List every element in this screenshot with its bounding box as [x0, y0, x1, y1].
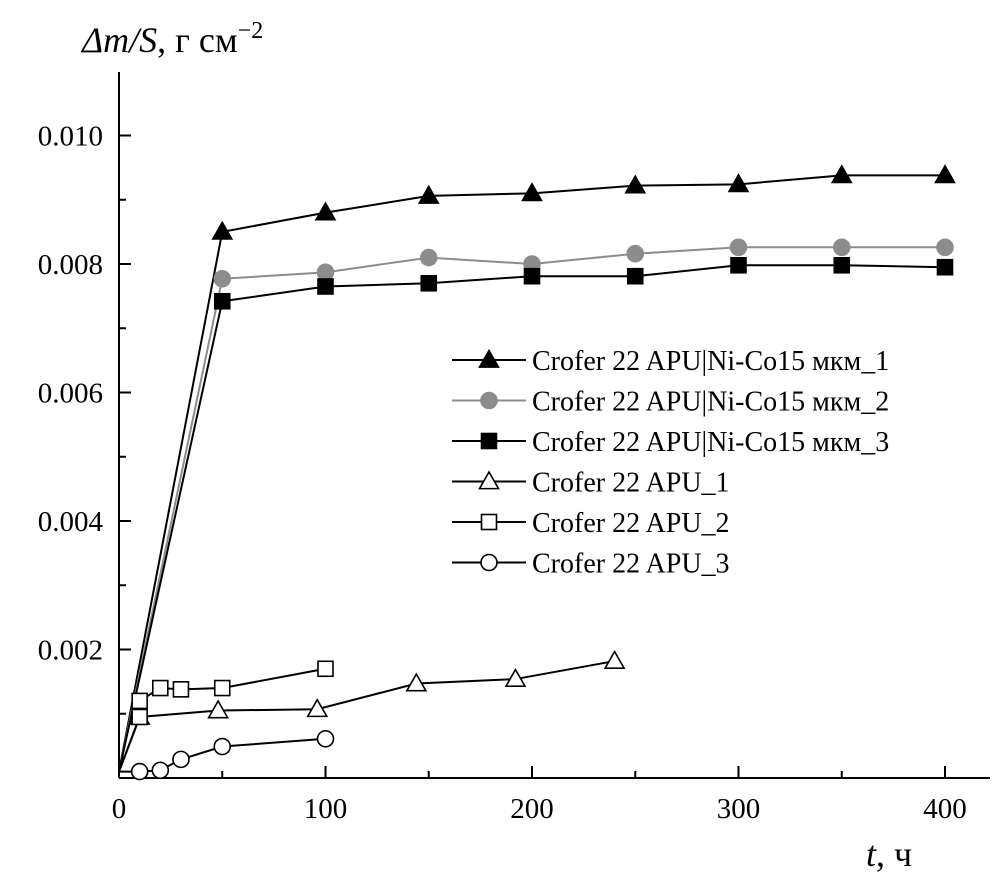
y-axis-title-main: Δm/S [80, 20, 157, 60]
data-point [151, 761, 170, 780]
series-1 [118, 164, 956, 772]
data-point [603, 649, 626, 669]
legend-label: Crofer 22 APU_1 [532, 468, 730, 499]
x-tick-label: 400 [923, 793, 967, 825]
y-axis-title-unit: , г см [157, 20, 238, 60]
data-point [830, 164, 853, 184]
data-point [626, 244, 645, 263]
legend-marker [480, 391, 498, 410]
y-tick-label: 0.010 [38, 121, 103, 153]
x-tick-label: 100 [304, 793, 348, 825]
legend-marker [478, 348, 500, 368]
data-point [523, 267, 541, 285]
series-2 [118, 238, 954, 772]
data-point [306, 698, 329, 718]
legend-marker [480, 513, 498, 531]
data-point [420, 274, 438, 292]
series-5 [118, 660, 334, 772]
y-tick-label: 0.006 [38, 378, 103, 410]
data-point [729, 238, 748, 257]
legend-marker [480, 432, 498, 450]
legend-label: Crofer 22 APU_3 [532, 549, 730, 580]
data-point [213, 269, 232, 288]
data-point [213, 737, 232, 756]
legend-item: Crofer 22 APU|Ni-Co15 мкм_1 [452, 346, 889, 377]
data-point [934, 164, 956, 184]
data-point [832, 238, 851, 257]
legend-label: Crofer 22 APU_2 [532, 508, 730, 539]
y-tick-label: 0.008 [38, 249, 103, 281]
legend-item: Crofer 22 APU|Ni-Co15 мкм_2 [452, 387, 889, 418]
legend-item: Crofer 22 APU_3 [452, 549, 730, 580]
data-point [417, 184, 440, 204]
series-3 [118, 256, 954, 772]
legend-item: Crofer 22 APU_2 [452, 508, 730, 539]
data-point [314, 201, 337, 221]
series-layer [118, 164, 956, 781]
legend-label: Crofer 22 APU|Ni-Co15 мкм_1 [532, 346, 889, 377]
legend-marker [478, 470, 500, 490]
data-point [211, 220, 234, 240]
data-point [626, 267, 644, 285]
data-point [317, 278, 334, 295]
legend-marker [480, 553, 498, 572]
data-point [316, 730, 335, 748]
data-point [172, 750, 190, 769]
x-axis-title-main: t [866, 834, 877, 874]
legend-item: Crofer 22 APU|Ni-Co15 мкм_3 [452, 427, 889, 458]
legend: Crofer 22 APU|Ni-Co15 мкм_1 Crofer 22 APU… [452, 346, 889, 580]
legend-label: Crofer 22 APU|Ni-Co15 мкм_2 [532, 387, 889, 418]
data-point [316, 263, 335, 282]
data-point [131, 692, 148, 710]
y-tick-label: 0.002 [38, 635, 103, 667]
legend-label: Crofer 22 APU|Ni-Co15 мкм_3 [532, 427, 889, 458]
data-point [833, 256, 851, 274]
data-point [405, 672, 428, 692]
data-point [207, 699, 229, 719]
series-6 [119, 730, 335, 781]
data-point [419, 248, 438, 267]
data-point [936, 258, 954, 276]
data-point [936, 238, 954, 257]
x-tick-label: 0 [112, 793, 127, 825]
data-point [213, 292, 231, 310]
x-axis-title-unit: , ч [876, 834, 912, 874]
x-axis-title: t, ч [866, 834, 912, 874]
data-point [504, 667, 527, 687]
y-axis-title-sup: −2 [238, 18, 264, 44]
data-point [213, 679, 231, 697]
data-point [172, 681, 190, 698]
data-point [624, 174, 647, 194]
data-point [131, 708, 148, 726]
legend-item: Crofer 22 APU_1 [452, 468, 730, 499]
data-point [521, 182, 543, 202]
data-point [152, 679, 169, 697]
data-point [727, 173, 750, 193]
data-point [317, 660, 334, 678]
axes: 0.002 0.004 0.006 0.008 0.010 0 100 200 300 400 [38, 72, 990, 825]
data-point [130, 762, 149, 781]
y-tick-label: 0.004 [38, 506, 104, 538]
x-tick-label: 200 [510, 793, 554, 825]
y-axis-title: Δm/S, г см−2 [80, 18, 263, 60]
x-tick-label: 300 [717, 793, 761, 825]
data-point [730, 256, 747, 274]
series-4 [118, 649, 626, 772]
